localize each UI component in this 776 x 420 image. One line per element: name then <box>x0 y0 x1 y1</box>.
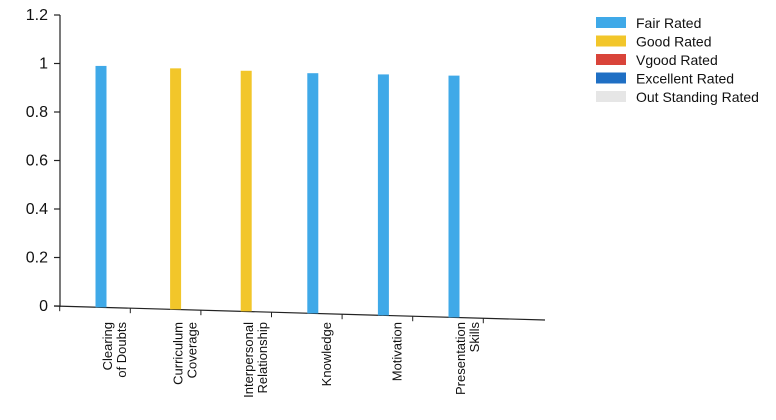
legend-label: Fair Rated <box>636 15 701 31</box>
bar-motivation-fair-rated <box>377 74 389 316</box>
y-tick-label: 0.8 <box>26 104 48 121</box>
axes: 0 0.2 0.4 0.6 0.8 1 1.2 <box>26 7 546 324</box>
y-tick-label: 1.2 <box>26 7 48 24</box>
x-tick-label-line: Relationship <box>255 322 270 394</box>
bar-clearing-of-doubts-fair-rated <box>95 65 107 308</box>
bar-interpersonal-relationship-good-rated <box>240 70 252 312</box>
bar-presentation-skills-fair-rated <box>448 75 460 318</box>
legend-swatch-out-standing-rated <box>596 91 626 102</box>
x-tick-label: Knowledge <box>319 322 334 386</box>
y-tick-label: 0.4 <box>26 201 48 218</box>
x-axis-line <box>53 305 546 321</box>
x-tick-label: Motivation <box>389 322 404 381</box>
x-tick-label: Presentation Skills <box>453 322 482 395</box>
x-tick-label-line: Curriculum <box>171 322 186 385</box>
legend-swatch-vgood-rated <box>596 54 626 65</box>
x-tick-label: Clearing of Doubts <box>100 322 129 378</box>
legend: Fair Rated Good Rated Vgood Rated Excellent… <box>596 15 759 105</box>
x-tick-label-line: Knowledge <box>319 322 334 386</box>
legend-label: Good Rated <box>636 34 712 50</box>
x-tick-label: Curriculum Coverage <box>171 322 200 385</box>
x-tick-label-line: Clearing <box>100 322 115 370</box>
legend-label: Excellent Rated <box>636 71 734 87</box>
legend-swatch-excellent-rated <box>596 72 626 84</box>
bar-curriculum-coverage-good-rated <box>170 68 182 310</box>
x-tick-label-line: Interpersonal <box>241 322 256 398</box>
x-tick-label-line: of Doubts <box>114 322 129 378</box>
legend-label: Vgood Rated <box>636 52 718 68</box>
legend-swatch-good-rated <box>596 35 626 47</box>
x-tick-label-line: Coverage <box>185 322 200 378</box>
y-tick-label: 0.2 <box>26 250 48 267</box>
x-tick-label-line: Presentation <box>453 322 468 395</box>
legend-label: Out Standing Rated <box>636 89 759 105</box>
legend-swatch-fair-rated <box>596 17 626 28</box>
x-tick-label-line: Skills <box>467 322 482 353</box>
y-tick-label: 0 <box>39 298 48 315</box>
x-tick-labels: Clearing of Doubts Curriculum Coverage Inter… <box>100 322 482 398</box>
bar-knowledge-fair-rated <box>307 73 319 314</box>
y-tick-label: 0.6 <box>26 153 48 170</box>
x-tick-label-line: Motivation <box>389 322 404 381</box>
bars <box>95 65 460 318</box>
y-tick-label: 1 <box>39 56 48 73</box>
